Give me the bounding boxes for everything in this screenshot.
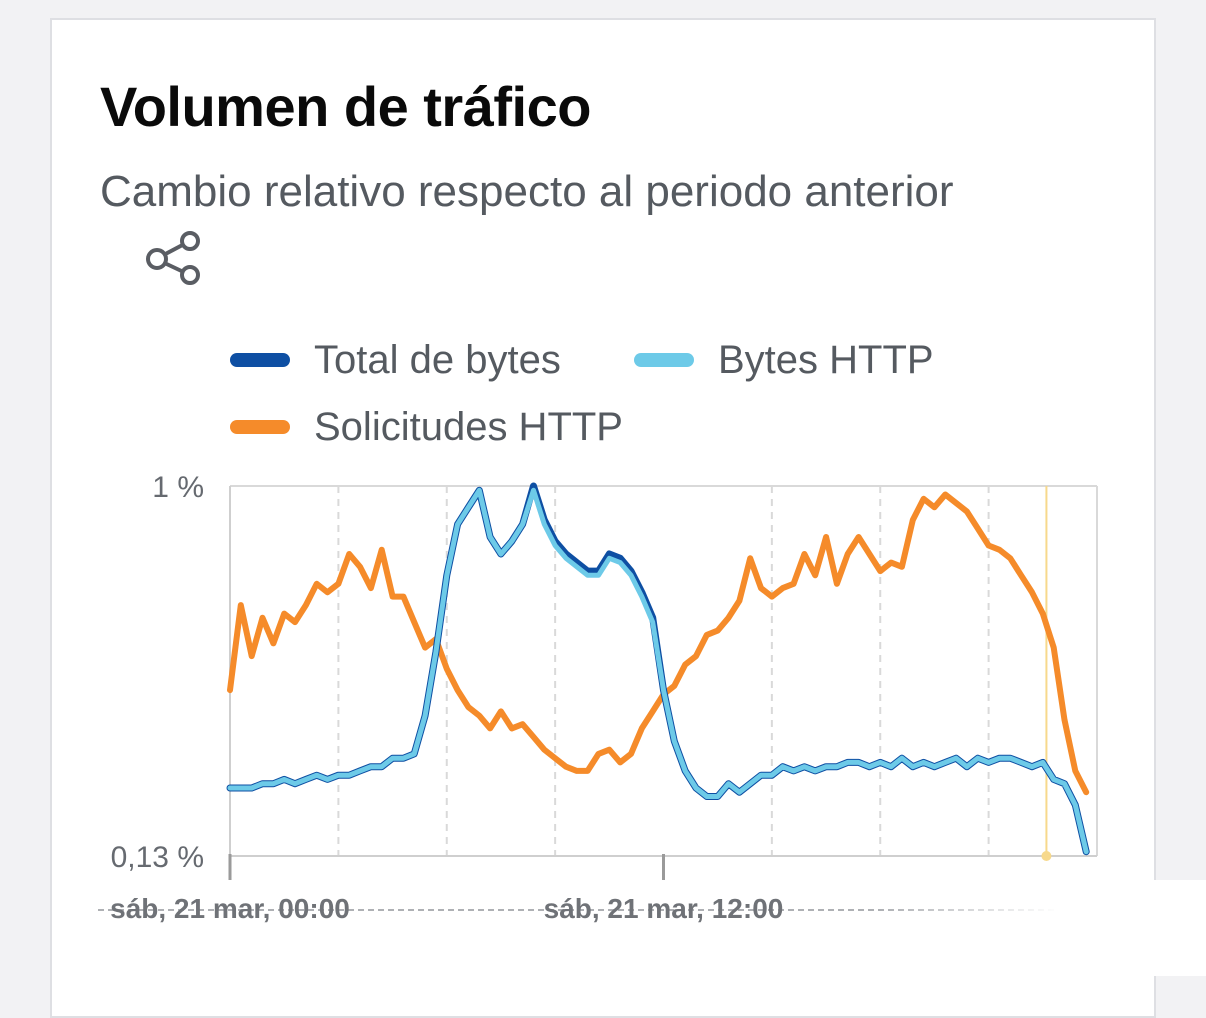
edge-fade [880,880,1206,976]
x-tick-label: sáb, 21 mar, 00:00 [110,893,350,924]
legend-label-solicitudes-http: Solicitudes HTTP [314,404,623,449]
legend-item-bytes-http[interactable]: Bytes HTTP [634,336,934,384]
y-tick-label: 1 % [152,471,204,504]
y-tick-label: 0,13 % [111,841,204,874]
chart-title: Volumen de tráfico [100,75,591,138]
line-chart: 1 % 0,13 % sáb, 21 mar, 00:00 sáb, 21 mar, … [98,471,1206,924]
series-line-bytes-http [227,487,1089,855]
legend-swatch-total-bytes [230,353,290,367]
legend-label-total-bytes: Total de bytes [314,337,561,382]
series-line-solicitudes-http [227,491,1090,796]
legend-swatch-solicitudes-http [230,420,290,434]
legend-item-total-bytes[interactable]: Total de bytes [230,336,561,384]
x-tick-label: sáb, 21 mar, 12:00 [544,893,784,924]
legend-item-solicitudes-http[interactable]: Solicitudes HTTP [230,403,623,451]
legend-label-bytes-http: Bytes HTTP [718,337,934,382]
share-icon[interactable] [144,230,206,288]
legend-swatch-bytes-http [634,353,694,367]
chart-subtitle: Cambio relativo respecto al periodo ante… [100,167,954,216]
cursor-dot [1041,851,1052,861]
